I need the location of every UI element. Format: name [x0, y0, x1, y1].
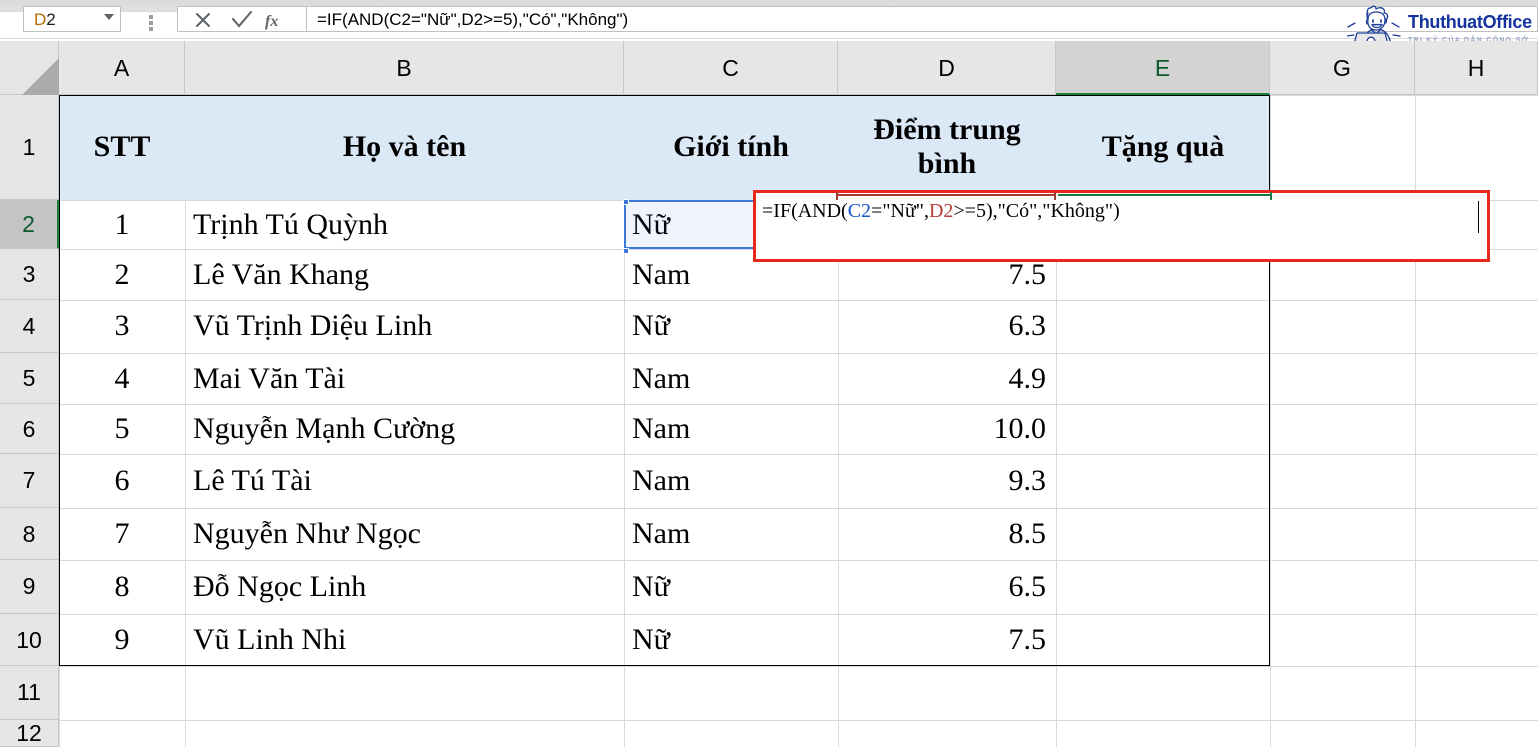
svg-text:fx: fx	[265, 13, 278, 30]
